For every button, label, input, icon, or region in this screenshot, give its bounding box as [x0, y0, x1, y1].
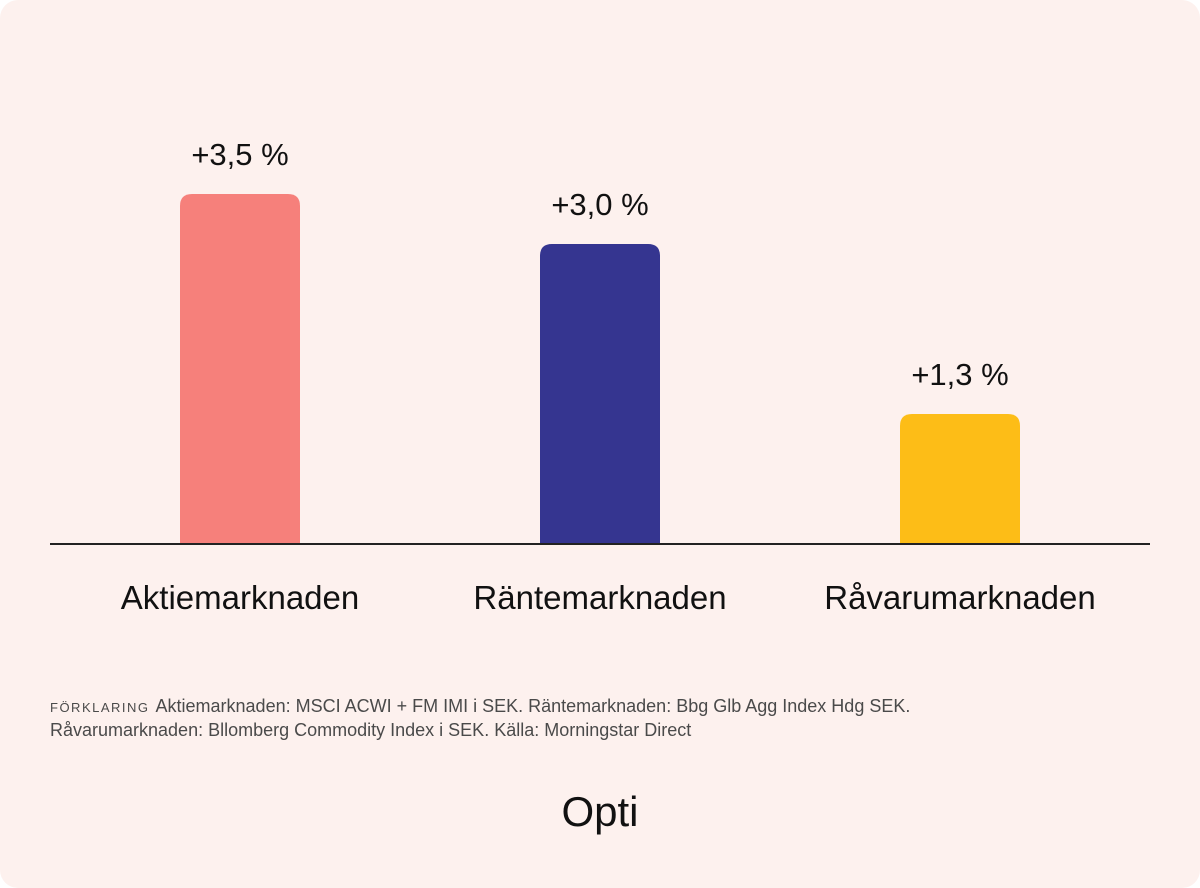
category-label-råvarumarknaden: Råvarumarknaden [824, 579, 1095, 616]
category-label-aktiemarknaden: Aktiemarknaden [121, 579, 359, 616]
value-label-räntemarknaden: +3,0 % [551, 187, 648, 222]
bar-räntemarknaden [540, 244, 660, 544]
value-label-aktiemarknaden: +3,5 % [191, 137, 288, 172]
bar-aktiemarknaden [180, 194, 300, 544]
brand-logo: Opti [561, 788, 639, 835]
bar-råvarumarknaden [900, 414, 1020, 544]
footnote-key: FÖRKLARING [50, 700, 150, 715]
bar-chart: +3,5 % Aktiemarknaden +3,0 % Räntemarknaden… [50, 137, 1150, 616]
category-label-räntemarknaden: Räntemarknaden [473, 579, 726, 616]
footnote-line-1: Aktiemarknaden: MSCI ACWI + FM IMI i SEK… [155, 696, 911, 716]
footnote-line-2: Råvarumarknaden: Bllomberg Commodity Ind… [50, 720, 692, 740]
value-label-råvarumarknaden: +1,3 % [911, 357, 1008, 392]
footnote: FÖRKLARING Aktiemarknaden: MSCI ACWI + FM… [50, 695, 1150, 742]
